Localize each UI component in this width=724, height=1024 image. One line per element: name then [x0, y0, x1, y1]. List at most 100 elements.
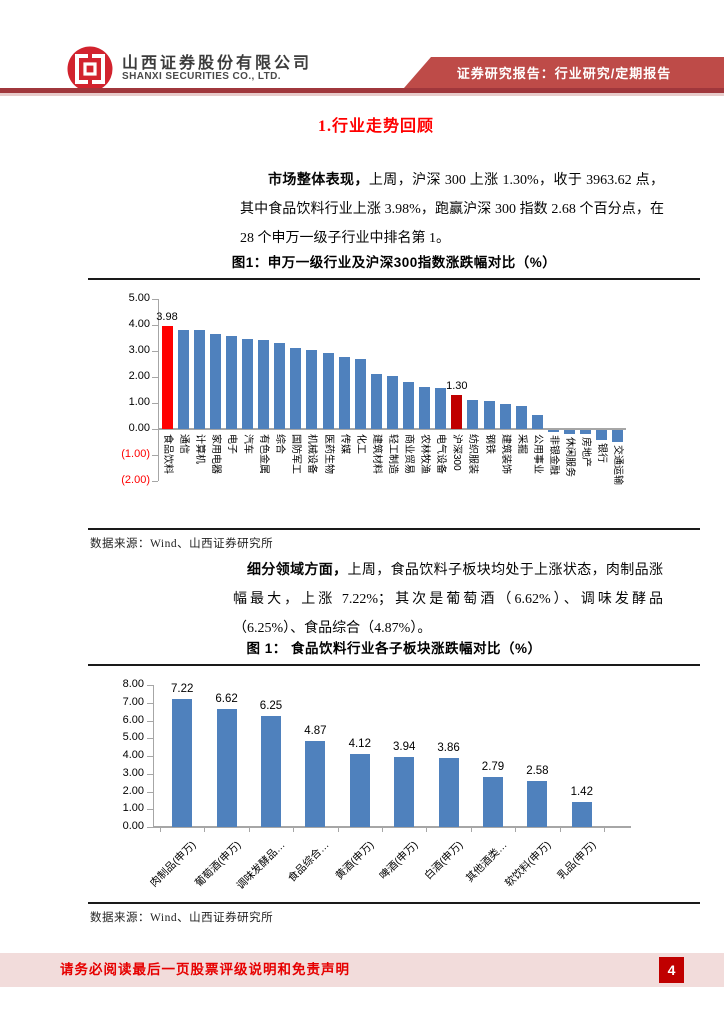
report-type-banner: 证券研究报告：行业研究/定期报告: [404, 57, 724, 88]
paragraph-body: 上周，沪深 300 上涨 1.30%，收于 3963.62 点，其中食品饮料行业…: [240, 173, 664, 246]
chart-bar: [564, 430, 575, 434]
chart-bar: [306, 349, 318, 429]
industry-bar-chart: 5.00 4.00 3.00 2.00 1.00 0.00 (1.00) (2.00) 3.98…: [88, 280, 700, 530]
bar-data-label: 3.94: [392, 741, 416, 754]
category-label: 家用电器: [209, 434, 221, 474]
bar-data-label: 2.79: [481, 761, 505, 774]
x-tick-mark: [515, 828, 517, 832]
chart-bar: [403, 381, 414, 429]
y-tick-mark: [147, 827, 153, 828]
chart-bar: [354, 358, 366, 429]
y-tick-mark: [147, 791, 153, 793]
paragraph-market-overview: 市场整体表现，上周，沪深 300 上涨 1.30%，收于 3963.62 点，其…: [240, 166, 664, 253]
chart-bar: [386, 375, 398, 429]
bar-data-label: 4.12: [348, 737, 371, 750]
chart-bar: [527, 781, 548, 827]
category-label: 纺织服装: [467, 434, 479, 474]
y-tick-mark: [147, 809, 153, 811]
category-label: 电子: [225, 434, 237, 454]
y-axis-line: [158, 299, 159, 481]
y-tick-label: 0.00: [122, 820, 144, 832]
y-tick-label: 2.00: [128, 370, 150, 382]
bar-data-label: 1.30: [446, 380, 468, 393]
chart-bar: [261, 716, 281, 827]
x-tick-mark: [337, 828, 339, 832]
subsector-bar-chart: 8.00 7.00 6.00 5.00 4.00 3.00 2.00 1.00 0.00 7.22…: [88, 666, 700, 904]
y-tick-label: (1.00): [121, 448, 150, 460]
chart-bar: [209, 333, 221, 429]
chart-bar: [451, 395, 463, 429]
chart-bar: [161, 325, 173, 429]
category-label: 机械设备: [306, 434, 318, 474]
paragraph-lead: 市场整体表现，: [268, 173, 369, 188]
category-label: 采掘: [515, 434, 527, 454]
y-tick-label: (2.00): [121, 474, 150, 486]
chart-bar: [547, 430, 559, 432]
chart-bar: [349, 753, 370, 827]
chart-bar: [438, 758, 459, 827]
chart-bar: [242, 339, 253, 429]
chart-bar: [571, 801, 592, 827]
figure1-source-note: 数据来源：Wind、山西证券研究所: [90, 538, 274, 550]
category-label: 沪深300: [451, 434, 463, 471]
paragraph-lead: 细分领域方面，: [247, 563, 348, 578]
category-label: 国防军工: [290, 434, 302, 474]
footer-disclaimer: 请务必阅读最后一页股票评级说明和免责声明: [60, 962, 350, 977]
category-label: 交通运输: [612, 444, 624, 485]
chart-bar: [177, 329, 189, 429]
y-tick-mark: [147, 738, 153, 740]
bar-data-label: 3.86: [437, 742, 460, 755]
category-label: 综合: [274, 434, 286, 454]
y-axis-line: [153, 685, 154, 828]
x-tick-mark: [470, 828, 472, 832]
category-label: 农林牧渔: [419, 434, 431, 474]
bar-data-label: 4.87: [304, 724, 327, 737]
category-label: 公用事业: [531, 434, 543, 474]
x-axis-line: [153, 826, 631, 828]
x-axis-line: [158, 428, 626, 430]
figure-subsector-chart: 图 1： 食品饮料行业各子板块涨跌幅对比（%） 8.00 7.00 6.00 5.00…: [88, 636, 700, 933]
footer-band: [0, 953, 724, 987]
x-tick-mark: [160, 828, 161, 832]
category-label: 计算机: [193, 434, 205, 464]
header-rule: [0, 88, 724, 93]
y-tick-mark: [147, 773, 153, 775]
y-tick-label: 5.00: [128, 292, 150, 304]
chart-bar: [483, 777, 503, 827]
chart-bar: [225, 335, 237, 429]
category-label: 食品饮料: [161, 434, 173, 474]
category-label: 非银金融: [547, 434, 559, 475]
paragraph-subsector: 细分领域方面，上周，食品饮料子板块均处于上涨状态，肉制品涨幅最大，上涨 7.22…: [233, 556, 663, 643]
chart-bar: [515, 406, 527, 429]
figure-industry-chart: 图1：申万一级行业及沪深300指数涨跌幅对比（%） 5.00 4.00 3.00 2.…: [88, 250, 700, 559]
figure2-source-note: 数据来源：Wind、山西证券研究所: [90, 912, 274, 924]
y-tick-mark: [152, 377, 158, 378]
y-tick-label: 4.00: [122, 749, 144, 761]
chart-bar: [290, 347, 302, 429]
category-label: 化工: [354, 434, 366, 454]
x-tick-mark: [426, 828, 428, 832]
y-tick-mark: [152, 325, 158, 326]
bar-data-label: 6.62: [215, 693, 238, 706]
y-tick-label: 4.00: [128, 318, 150, 330]
y-tick-label: 8.00: [122, 678, 144, 690]
category-label: 建筑材料: [370, 434, 382, 474]
chart-bar: [338, 357, 350, 429]
page-number: 4: [659, 957, 684, 983]
chart-bar: [216, 709, 237, 827]
y-tick-label: 3.00: [128, 344, 150, 356]
company-logo-icon: [67, 46, 113, 92]
x-tick-mark: [248, 828, 250, 832]
chart-bar: [596, 430, 608, 440]
figure2-title: 图 1： 食品饮料行业各子板块涨跌幅对比（%）: [88, 636, 700, 666]
y-tick-mark: [152, 429, 158, 430]
category-label: 房地产: [580, 437, 592, 468]
category-label: 通信: [177, 434, 189, 454]
y-tick-mark: [152, 351, 158, 352]
bar-data-label: 7.22: [170, 682, 194, 695]
chart-bar: [193, 330, 205, 429]
y-tick-label: 3.00: [122, 766, 144, 779]
section-title: 1.行业走势回顾: [317, 118, 434, 135]
x-tick-mark: [293, 828, 295, 832]
